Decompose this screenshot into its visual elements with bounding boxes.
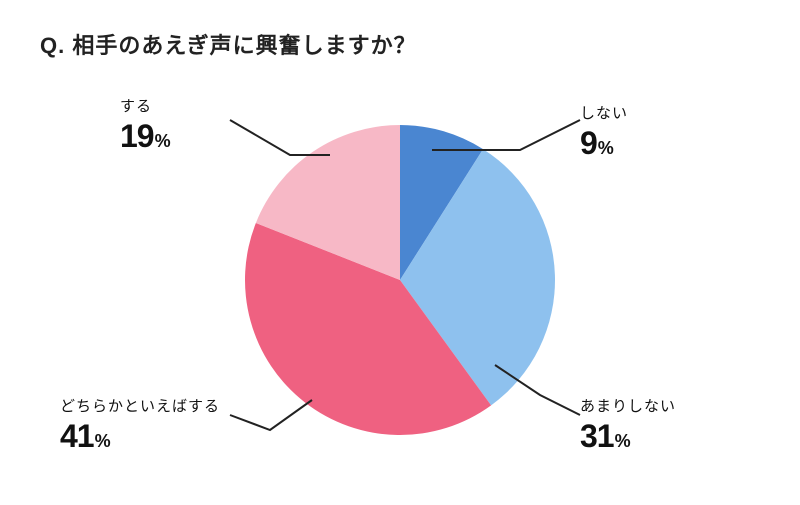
percent-sign: % <box>95 431 111 451</box>
slice-label-text: する <box>120 95 171 116</box>
slice-label-text: どちらかといえばする <box>60 395 220 416</box>
slice-label-value: 9 <box>580 125 597 161</box>
slice-label-text: しない <box>580 102 628 123</box>
slice-label-value: 41 <box>60 418 94 454</box>
slice-label-value: 31 <box>580 418 614 454</box>
slice-label: する19% <box>120 95 171 155</box>
percent-sign: % <box>598 138 614 158</box>
slice-label-text: あまりしない <box>580 395 676 416</box>
percent-sign: % <box>155 131 171 151</box>
slice-label: どちらかといえばする41% <box>60 395 220 455</box>
leader-line <box>230 120 330 155</box>
percent-sign: % <box>615 431 631 451</box>
slice-label: しない9% <box>580 102 628 162</box>
leader-line <box>230 400 312 430</box>
slice-label: あまりしない31% <box>580 395 676 455</box>
slice-label-value: 19 <box>120 118 154 154</box>
